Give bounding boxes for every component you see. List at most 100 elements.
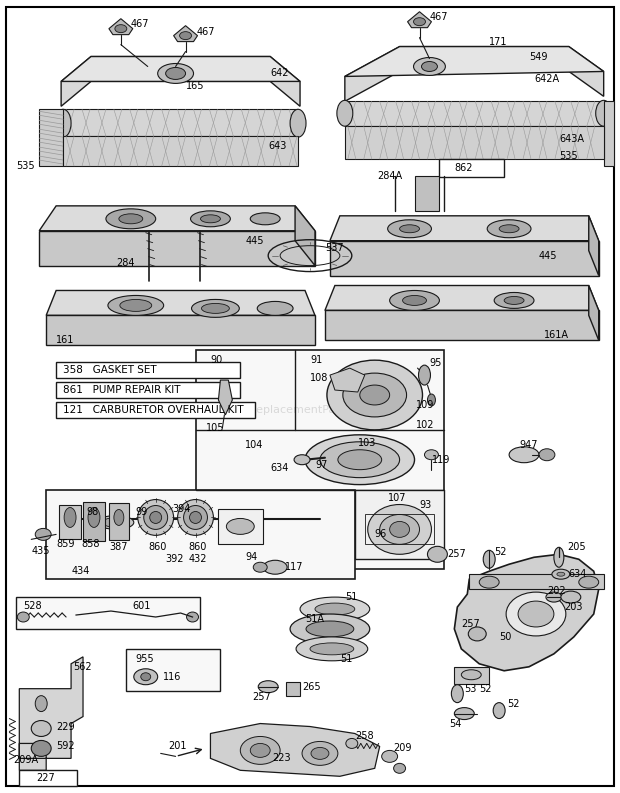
Ellipse shape [290,109,306,137]
Text: 109: 109 [415,400,434,410]
Ellipse shape [108,296,164,316]
Text: 601: 601 [133,601,151,611]
Polygon shape [345,47,604,76]
Ellipse shape [259,680,278,692]
Ellipse shape [315,603,355,615]
Ellipse shape [55,109,71,137]
Text: 108: 108 [310,373,329,383]
Text: 203: 203 [564,602,582,612]
Ellipse shape [241,737,280,764]
Polygon shape [469,574,604,589]
Ellipse shape [115,25,127,33]
Ellipse shape [306,621,354,637]
Polygon shape [46,290,315,316]
Text: 434: 434 [71,566,89,577]
Text: 90: 90 [210,355,223,365]
Ellipse shape [138,500,174,535]
Ellipse shape [294,454,310,465]
Bar [19,770,77,786]
Polygon shape [345,102,604,126]
Bar [440,159,504,177]
Text: 53: 53 [464,684,477,694]
Ellipse shape [337,101,353,126]
Polygon shape [589,216,599,275]
Ellipse shape [190,211,231,227]
Polygon shape [295,206,315,266]
Polygon shape [63,136,298,166]
Ellipse shape [264,561,287,574]
Ellipse shape [561,591,581,603]
Polygon shape [39,109,63,166]
Ellipse shape [493,703,505,718]
Polygon shape [345,47,604,102]
Text: 467: 467 [131,19,149,29]
Text: 955: 955 [136,653,154,664]
Text: 209: 209 [394,743,412,753]
Text: 121   CARBURETOR OVERHAUL KIT: 121 CARBURETOR OVERHAUL KIT [63,405,244,415]
Polygon shape [61,56,300,82]
Ellipse shape [296,637,368,661]
Ellipse shape [504,297,524,305]
Text: 947: 947 [519,440,538,450]
Bar [59,504,81,539]
Ellipse shape [119,214,143,224]
Ellipse shape [427,394,435,406]
Ellipse shape [200,215,220,223]
Ellipse shape [418,365,430,385]
Ellipse shape [425,450,438,460]
Text: 858: 858 [81,539,100,550]
Text: 117: 117 [285,562,304,573]
Ellipse shape [382,750,397,762]
Text: 432: 432 [188,554,207,565]
Text: 861   PUMP REPAIR KIT: 861 PUMP REPAIR KIT [63,385,180,395]
Text: 860: 860 [188,542,207,552]
Ellipse shape [31,741,51,757]
Text: 258: 258 [355,731,373,741]
Ellipse shape [499,224,519,232]
Text: 96: 96 [374,530,387,539]
Text: 94: 94 [246,552,257,562]
Text: 171: 171 [489,36,508,47]
Bar [56,362,241,378]
Text: 161: 161 [56,335,74,345]
Ellipse shape [166,67,185,79]
Bar [286,682,300,695]
Ellipse shape [554,547,564,567]
Ellipse shape [454,707,474,719]
Bar [355,489,445,559]
Ellipse shape [120,300,152,312]
Text: 93: 93 [420,500,432,510]
Bar [195,351,445,569]
Ellipse shape [157,63,193,83]
Polygon shape [19,657,83,770]
Text: 535: 535 [16,161,35,171]
Text: 358   GASKET SET: 358 GASKET SET [63,365,157,375]
Ellipse shape [290,614,370,644]
Ellipse shape [141,672,151,680]
Text: 202: 202 [547,586,565,596]
Ellipse shape [106,209,156,228]
Ellipse shape [144,505,167,530]
Ellipse shape [250,744,270,757]
Text: 859: 859 [56,539,74,550]
Ellipse shape [190,511,202,523]
Ellipse shape [552,569,570,579]
Ellipse shape [177,500,213,535]
Ellipse shape [461,670,481,680]
Text: 103: 103 [358,438,376,448]
Text: 537: 537 [325,243,343,253]
Text: 535: 535 [559,151,577,161]
Text: 284A: 284A [378,171,403,181]
Ellipse shape [506,592,566,636]
Text: 467: 467 [430,12,448,21]
Text: 265: 265 [302,682,321,691]
Text: 229: 229 [56,722,75,731]
Polygon shape [39,206,315,231]
Text: 201: 201 [169,741,187,752]
Text: 105: 105 [205,423,224,433]
Polygon shape [604,102,614,166]
Ellipse shape [546,592,562,602]
Ellipse shape [414,58,445,75]
Polygon shape [210,723,379,776]
Text: 52: 52 [479,684,492,694]
